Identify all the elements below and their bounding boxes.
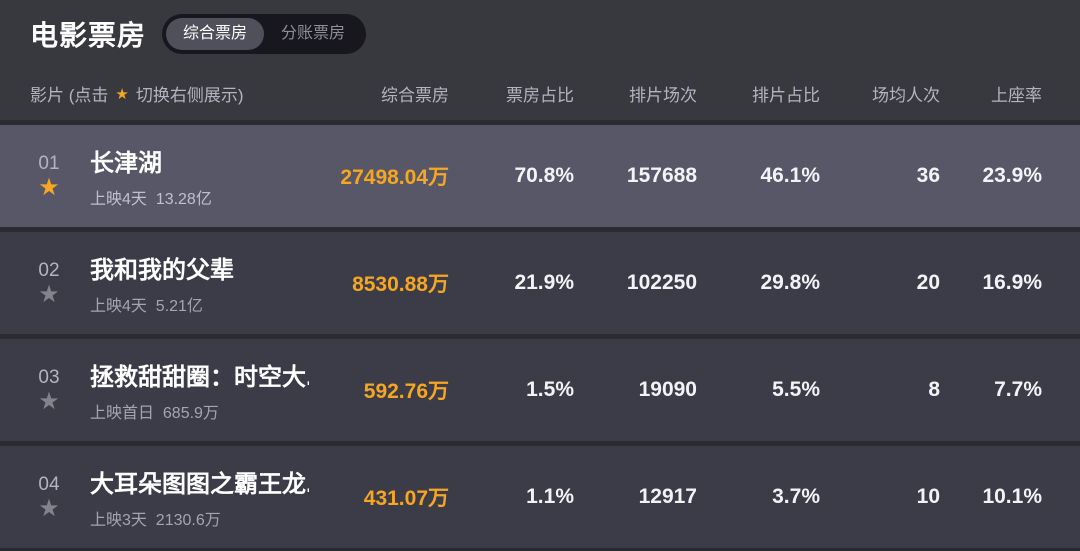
table-row[interactable]: 03 ★ 拯救甜甜圈：时空大... 上映首日 685.9万 592.76万 1.… <box>0 339 1080 441</box>
box-office-panel-top: 电影票房 综合票房 分账票房 影片 (点击 ★ 切换右侧展示) 综合票房 票房占… <box>0 0 1080 120</box>
screenings-value: 12917 <box>638 485 697 508</box>
box-office-share-value: 70.8% <box>514 164 574 187</box>
rank-star-block: 04 ★ <box>30 474 68 521</box>
column-header-screenings: 排片场次 <box>629 86 697 105</box>
avg-attendance-value: 36 <box>916 164 940 187</box>
screening-share-value: 29.8% <box>760 271 820 294</box>
rank-star-block: 01 ★ <box>30 153 68 200</box>
billing-mode-toggle: 综合票房 分账票房 <box>162 13 367 54</box>
star-icon[interactable]: ★ <box>38 494 60 522</box>
film-cell: 01 ★ 长津湖 上映4天 13.28亿 <box>30 143 309 209</box>
film-list: 01 ★ 长津湖 上映4天 13.28亿 27498.04万 70.8% 157… <box>0 125 1080 548</box>
rank-star-block: 03 ★ <box>30 367 68 414</box>
avg-attendance-value: 10 <box>916 485 940 508</box>
film-column-header-prefix: 影片 (点击 <box>30 86 109 105</box>
film-info: 长津湖 上映4天 13.28亿 <box>90 143 212 209</box>
table-row[interactable]: 02 ★ 我和我的父辈 上映4天 5.21亿 8530.88万 21.9% 10… <box>0 232 1080 334</box>
film-title: 大耳朵图图之霸王龙... <box>90 471 309 498</box>
rank-label: 04 <box>38 473 60 495</box>
box-office-share-value: 21.9% <box>514 271 574 294</box>
film-subtitle: 上映3天 2130.6万 <box>90 512 221 529</box>
star-icon[interactable]: ★ <box>38 173 60 201</box>
film-cell: 04 ★ 大耳朵图图之霸王龙... 上映3天 2130.6万 <box>30 464 309 530</box>
film-cell: 02 ★ 我和我的父辈 上映4天 5.21亿 <box>30 250 309 316</box>
tab-split-box-office[interactable]: 分账票房 <box>281 24 346 42</box>
occupancy-value: 16.9% <box>982 271 1042 294</box>
screening-share-value: 3.7% <box>772 485 820 508</box>
column-header-occupancy: 上座率 <box>991 86 1042 105</box>
film-title: 长津湖 <box>90 150 162 177</box>
box-office-share-value: 1.1% <box>526 485 574 508</box>
column-header-gross-box-office: 综合票房 <box>381 86 449 105</box>
star-icon: ★ <box>115 85 129 103</box>
film-subtitle: 上映首日 685.9万 <box>90 405 219 422</box>
box-office-value: 592.76万 <box>363 380 449 403</box>
box-office-value: 431.07万 <box>363 487 449 510</box>
screening-share-value: 5.5% <box>772 378 820 401</box>
box-office-value: 27498.04万 <box>340 166 449 189</box>
star-icon[interactable]: ★ <box>38 387 60 415</box>
occupancy-value: 23.9% <box>982 164 1042 187</box>
screenings-value: 19090 <box>638 378 697 401</box>
table-row[interactable]: 04 ★ 大耳朵图图之霸王龙... 上映3天 2130.6万 431.07万 1… <box>0 446 1080 548</box>
occupancy-value: 10.1% <box>982 485 1042 508</box>
screenings-value: 157688 <box>626 164 697 187</box>
film-subtitle: 上映4天 13.28亿 <box>90 191 212 208</box>
film-column-header: 影片 (点击 ★ 切换右侧展示) <box>30 81 309 106</box>
film-info: 大耳朵图图之霸王龙... 上映3天 2130.6万 <box>90 464 309 530</box>
film-info: 拯救甜甜圈：时空大... 上映首日 685.9万 <box>90 357 309 423</box>
rank-label: 02 <box>38 259 60 281</box>
film-info: 我和我的父辈 上映4天 5.21亿 <box>90 250 234 316</box>
avg-attendance-value: 20 <box>916 271 940 294</box>
film-title: 拯救甜甜圈：时空大... <box>90 364 309 391</box>
column-header-avg-attendance: 场均人次 <box>872 86 940 105</box>
film-subtitle: 上映4天 5.21亿 <box>90 298 203 315</box>
column-header-screening-share: 排片占比 <box>752 86 820 105</box>
screening-share-value: 46.1% <box>760 164 820 187</box>
tab-gross-box-office[interactable]: 综合票房 <box>166 17 265 50</box>
film-column-header-suffix: 切换右侧展示) <box>135 86 244 105</box>
occupancy-value: 7.7% <box>994 378 1042 401</box>
rank-label: 03 <box>38 366 60 388</box>
page-title: 电影票房 <box>30 19 147 51</box>
table-row[interactable]: 01 ★ 长津湖 上映4天 13.28亿 27498.04万 70.8% 157… <box>0 125 1080 227</box>
box-office-value: 8530.88万 <box>352 273 449 296</box>
box-office-share-value: 1.5% <box>526 378 574 401</box>
rank-label: 01 <box>38 152 60 174</box>
column-header-box-office-share: 票房占比 <box>506 86 574 105</box>
star-icon[interactable]: ★ <box>38 280 60 308</box>
top-bar: 电影票房 综合票房 分账票房 <box>0 0 1080 67</box>
film-title: 我和我的父辈 <box>90 257 234 284</box>
table-header: 影片 (点击 ★ 切换右侧展示) 综合票房 票房占比 排片场次 排片占比 场均人… <box>0 67 1080 120</box>
film-cell: 03 ★ 拯救甜甜圈：时空大... 上映首日 685.9万 <box>30 357 309 423</box>
screenings-value: 102250 <box>626 271 697 294</box>
avg-attendance-value: 8 <box>928 378 940 401</box>
rank-star-block: 02 ★ <box>30 260 68 307</box>
